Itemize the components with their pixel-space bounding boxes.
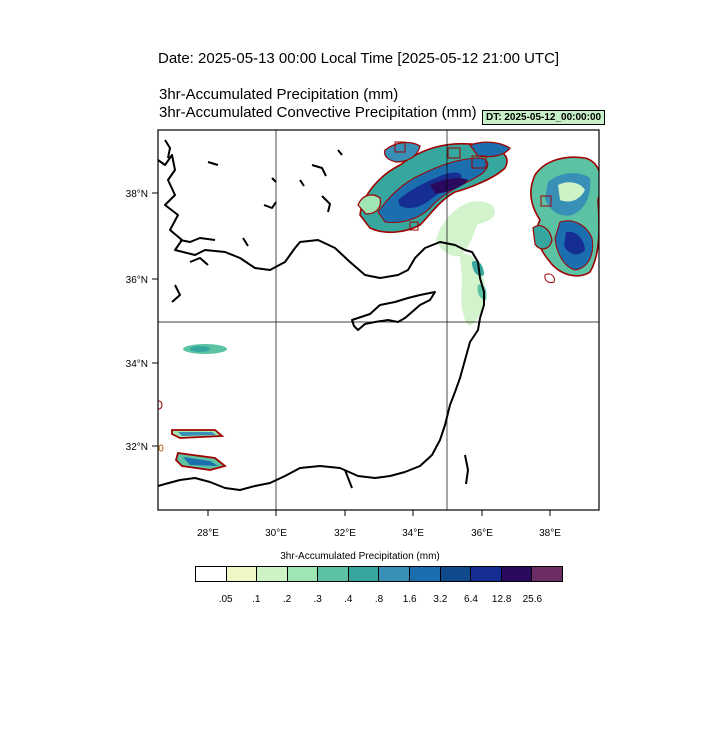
precip-title: 3hr-Accumulated Precipitation (mm) xyxy=(159,86,399,103)
lon-tick-28: 28°E xyxy=(197,528,219,539)
colorbar-label: .3 xyxy=(313,594,322,605)
colorbar-label: 12.8 xyxy=(491,594,512,605)
precip-field-east xyxy=(530,156,599,283)
colorbar-swatch xyxy=(226,567,258,581)
lon-tick-34: 34°E xyxy=(402,528,424,539)
colorbar-title: 3hr-Accumulated Precipitation (mm) xyxy=(280,551,440,562)
precip-field-north xyxy=(357,141,511,234)
colorbar-swatch xyxy=(257,567,288,581)
precip-streak-west xyxy=(158,344,227,471)
colorbar-swatch xyxy=(196,567,227,581)
colorbar-label: .8 xyxy=(374,594,384,605)
colorbar xyxy=(195,566,563,582)
lon-tick-32: 32°E xyxy=(334,528,356,539)
colorbar-swatch xyxy=(410,567,441,581)
colorbar-swatch xyxy=(471,567,502,581)
colorbar-swatch xyxy=(501,567,533,581)
colorbar-label: .4 xyxy=(344,594,353,605)
dt-badge: DT: 2025-05-12_00:00:00 xyxy=(482,110,606,125)
lon-tick-38: 38°E xyxy=(539,528,561,539)
colorbar-swatch xyxy=(440,567,472,581)
colorbar-swatch xyxy=(379,567,411,581)
lat-tick-38: 38°N xyxy=(126,189,148,200)
colorbar-label: .05 xyxy=(218,594,233,605)
colorbar-swatch xyxy=(318,567,349,581)
colorbar-label: 3.2 xyxy=(433,594,448,605)
map-frame xyxy=(157,129,600,511)
lon-tick-30: 30°E xyxy=(265,528,287,539)
convective-precip-title: 3hr-Accumulated Convective Precipitation… xyxy=(159,104,477,121)
colorbar-label: 1.6 xyxy=(402,594,417,605)
colorbar-swatch xyxy=(532,567,562,581)
colorbar-label: .2 xyxy=(282,594,292,605)
colorbar-label: 25.6 xyxy=(522,594,543,605)
lon-tick-36: 36°E xyxy=(471,528,493,539)
coastlines xyxy=(158,139,485,491)
colorbar-label: 6.4 xyxy=(464,594,478,605)
grid-lines xyxy=(158,130,599,510)
colorbar-swatch xyxy=(287,567,319,581)
lat-tick-36: 36°N xyxy=(126,275,148,286)
lat-tick-34: 34°N xyxy=(126,359,148,370)
colorbar-swatch xyxy=(348,567,380,581)
date-line: Date: 2025-05-13 00:00 Local Time [2025-… xyxy=(158,50,560,67)
colorbar-label: .1 xyxy=(252,594,261,605)
lat-tick-32: 32°N xyxy=(126,442,148,453)
